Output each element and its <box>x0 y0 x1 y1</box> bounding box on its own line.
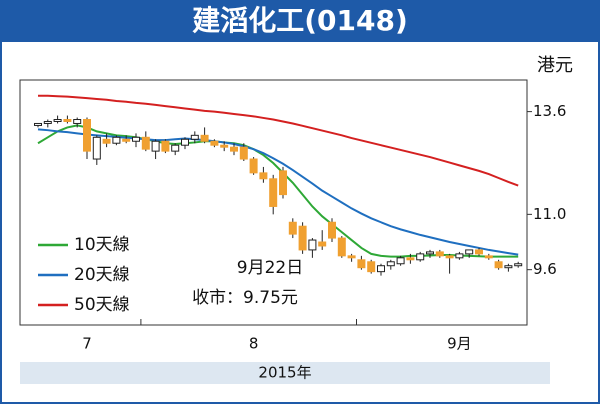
legend-label: 50天線 <box>74 295 130 315</box>
x-tick-label: 9月 <box>447 335 472 353</box>
candle-body <box>112 136 121 144</box>
y-tick-label: 9.6 <box>533 260 557 278</box>
candle-body <box>269 178 278 207</box>
candle-body <box>455 253 464 259</box>
candle-body <box>181 138 189 146</box>
candle-body <box>43 120 52 124</box>
candle-body <box>122 138 131 142</box>
candle-body <box>73 119 82 124</box>
candle-body <box>190 134 199 140</box>
candle-body <box>288 221 297 235</box>
candle-body <box>465 249 474 255</box>
candle-body <box>435 251 444 257</box>
x-tick-label: 7 <box>82 335 92 353</box>
candle-body <box>377 265 385 273</box>
candle-body <box>328 221 336 239</box>
candle-body <box>514 263 523 267</box>
x-axis-title: 2015年 <box>258 364 311 382</box>
candle-body <box>63 119 72 122</box>
candle-body <box>406 257 415 261</box>
candle-body <box>416 253 425 261</box>
legend-label: 20天線 <box>74 265 130 285</box>
candle-body <box>34 122 42 126</box>
annotation: 收市：9.75元 <box>192 288 298 308</box>
x-tick-label: 8 <box>249 335 259 353</box>
candle-body <box>357 259 366 269</box>
candle-body <box>279 170 287 196</box>
candle-body <box>386 261 395 267</box>
candle-body <box>249 158 258 174</box>
candle-body <box>298 225 307 251</box>
candle-body <box>141 136 150 150</box>
candle-body <box>161 140 170 152</box>
candle-body <box>200 134 209 142</box>
candle-body <box>102 138 111 144</box>
candle-body <box>484 255 493 259</box>
candle-body <box>230 146 238 152</box>
candle-body <box>83 119 91 152</box>
ma-line <box>38 94 519 187</box>
candle-body <box>347 255 356 259</box>
legend-label: 10天線 <box>74 235 130 255</box>
candle-body <box>220 144 229 148</box>
candle-body <box>396 257 405 265</box>
candle-body <box>445 255 454 259</box>
candle-body <box>318 241 327 247</box>
candle-body <box>92 136 101 160</box>
candle-body <box>308 239 317 251</box>
candle-body <box>132 136 140 142</box>
candle-body <box>426 251 434 255</box>
plot-frame <box>19 79 528 326</box>
candle-body <box>151 140 160 152</box>
candle-body <box>53 119 62 122</box>
candle-body <box>171 144 180 152</box>
candle-body <box>337 237 346 257</box>
title-band <box>0 0 600 42</box>
y-tick-label: 13.6 <box>533 102 566 120</box>
candle-body <box>210 140 219 146</box>
candle-body <box>239 146 248 160</box>
candle-body <box>367 261 376 273</box>
candle-body <box>494 261 503 269</box>
unit-label: 港元 <box>537 55 573 76</box>
y-tick-label: 11.0 <box>533 205 566 223</box>
candle-body <box>259 172 268 180</box>
candle-body <box>504 265 513 269</box>
chart-title: 建滔化工(0148) <box>192 4 408 37</box>
annotation: 9月22日 <box>237 258 303 278</box>
candle-body <box>475 249 483 255</box>
x-title-band <box>20 362 550 384</box>
